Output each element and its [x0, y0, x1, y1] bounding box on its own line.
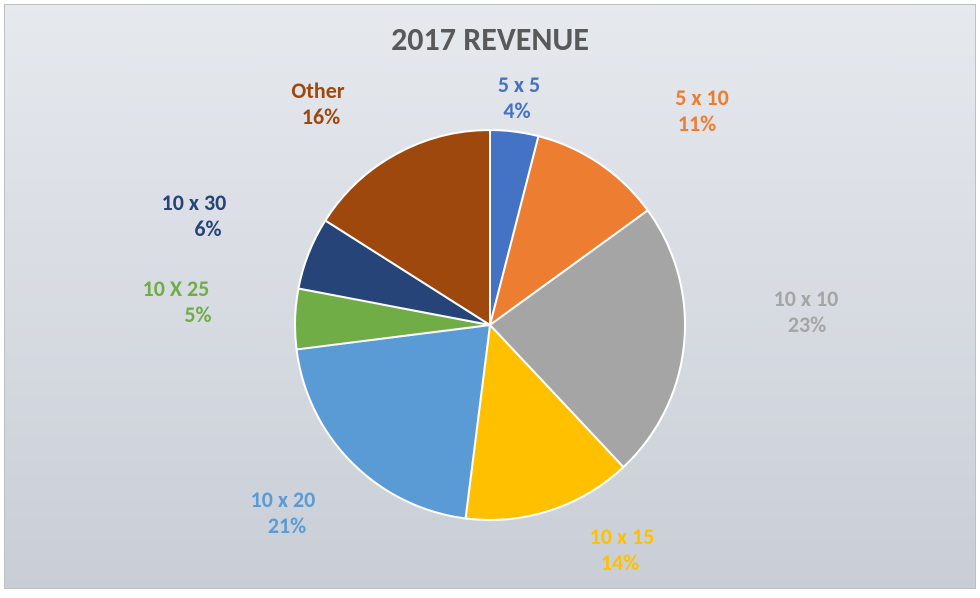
chart-container: 2017 REVENUE 5 x 54%5 x 1011%10 x 1023%1…: [0, 0, 980, 593]
chart-border: [4, 4, 976, 589]
